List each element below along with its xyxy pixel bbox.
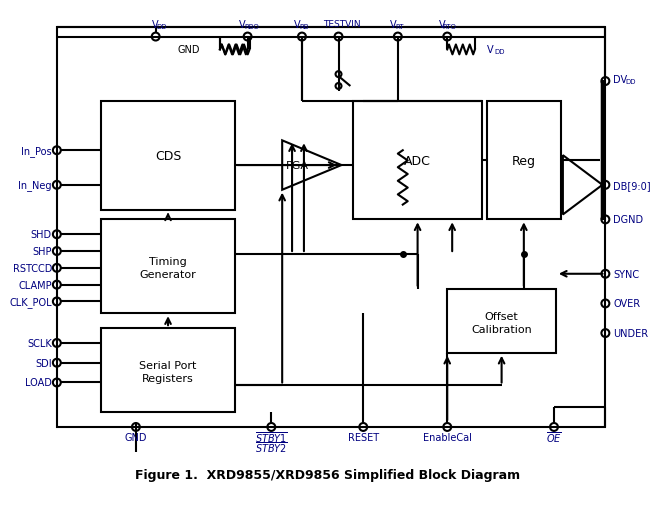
Text: UNDER: UNDER xyxy=(613,328,648,338)
Text: DGND: DGND xyxy=(613,215,644,225)
Text: V: V xyxy=(439,20,445,30)
Text: GND: GND xyxy=(178,45,200,55)
Text: V: V xyxy=(240,20,246,30)
Bar xyxy=(487,102,561,220)
Text: DD: DD xyxy=(625,79,636,85)
Text: RBO: RBO xyxy=(244,23,259,30)
Text: $\overline{OE}$: $\overline{OE}$ xyxy=(546,430,562,444)
Text: DD: DD xyxy=(495,49,505,55)
Text: Timing: Timing xyxy=(149,257,187,267)
Text: In_Neg: In_Neg xyxy=(18,180,52,191)
Text: GND: GND xyxy=(124,432,147,442)
Text: SCLK: SCLK xyxy=(27,338,52,348)
Text: RTO: RTO xyxy=(442,23,456,30)
Text: LOAD: LOAD xyxy=(25,378,52,388)
Bar xyxy=(353,102,482,220)
Text: Generator: Generator xyxy=(139,270,196,280)
Text: EnableCal: EnableCal xyxy=(423,432,472,442)
Text: DV: DV xyxy=(613,75,628,85)
Text: Reg: Reg xyxy=(512,154,536,167)
Text: Serial Port: Serial Port xyxy=(139,360,197,371)
Text: V: V xyxy=(390,20,396,30)
Text: CLAMP: CLAMP xyxy=(18,280,52,290)
Text: ADC: ADC xyxy=(404,154,431,167)
Text: $\overline{STBY2}$: $\overline{STBY2}$ xyxy=(255,439,288,454)
Text: Offset: Offset xyxy=(485,311,519,321)
Text: In_Pos: In_Pos xyxy=(21,146,52,156)
Text: SDI: SDI xyxy=(36,358,52,368)
Text: DB[9:0]: DB[9:0] xyxy=(613,181,651,190)
Text: RSTCCD: RSTCCD xyxy=(13,263,52,273)
Bar xyxy=(101,328,235,412)
Text: CLK_POL: CLK_POL xyxy=(9,296,52,307)
Text: RB: RB xyxy=(299,23,309,30)
Bar xyxy=(101,220,235,314)
Text: CDS: CDS xyxy=(155,149,181,162)
Text: RESET: RESET xyxy=(347,432,379,442)
Text: V: V xyxy=(487,45,494,55)
Text: SYNC: SYNC xyxy=(613,269,640,279)
Text: $\overline{STBY1}$: $\overline{STBY1}$ xyxy=(255,430,288,444)
Bar xyxy=(57,27,605,427)
Text: V: V xyxy=(293,20,300,30)
Text: PGA: PGA xyxy=(286,161,309,171)
Text: OVER: OVER xyxy=(613,299,640,309)
Text: Registers: Registers xyxy=(142,373,194,383)
Text: Calibration: Calibration xyxy=(471,324,532,334)
Text: DD: DD xyxy=(157,23,167,30)
Bar xyxy=(447,289,556,353)
Text: RT: RT xyxy=(395,23,404,30)
Text: Figure 1.  XRD9855/XRD9856 Simplified Block Diagram: Figure 1. XRD9855/XRD9856 Simplified Blo… xyxy=(135,468,520,481)
Text: SHD: SHD xyxy=(31,230,52,240)
Bar xyxy=(101,102,235,210)
Text: SHP: SHP xyxy=(32,246,52,257)
Text: V: V xyxy=(153,20,159,30)
Text: TESTVIN: TESTVIN xyxy=(322,20,361,29)
